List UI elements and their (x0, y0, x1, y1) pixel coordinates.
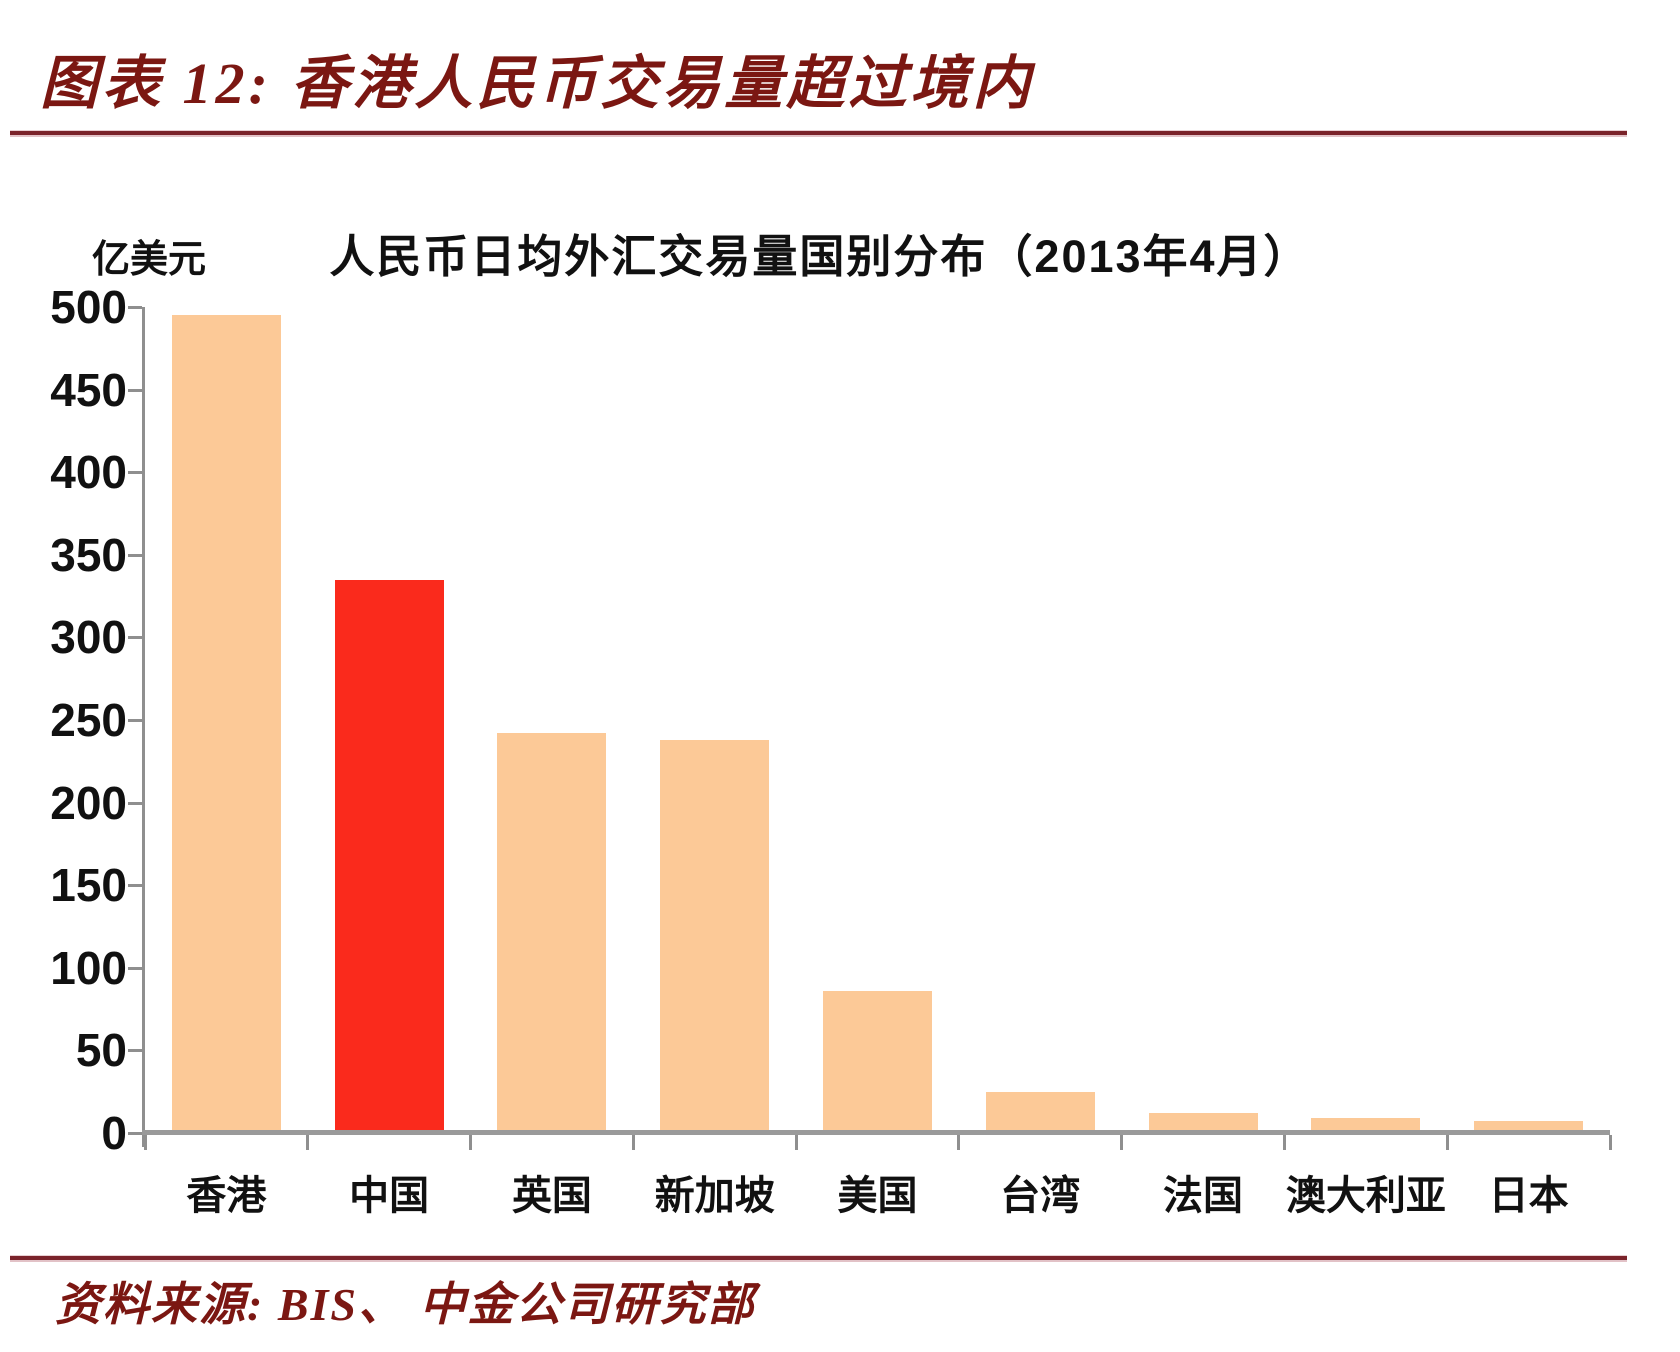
x-category-label: 香港 (186, 1174, 267, 1218)
y-tick-label: 250 (50, 694, 127, 746)
bar-台湾 (985, 1091, 1095, 1133)
y-tick-label: 150 (50, 859, 127, 912)
y-tick-mark (128, 801, 142, 805)
y-tick-label: 100 (50, 941, 127, 994)
y-tick-mark (128, 553, 142, 557)
y-tick-label: 350 (50, 528, 127, 581)
bar-中国 (334, 579, 444, 1133)
y-axis-line (142, 307, 145, 1147)
x-tick-mark (1608, 1135, 1612, 1150)
bar-美国 (823, 990, 932, 1133)
y-tick-mark (128, 1049, 142, 1053)
y-tick-label: 450 (50, 363, 127, 416)
bar-英国 (497, 733, 607, 1133)
x-tick-mark (631, 1135, 635, 1150)
x-category-label: 新加坡 (654, 1174, 775, 1218)
y-tick-mark (128, 636, 142, 640)
x-tick-mark (1445, 1135, 1449, 1150)
x-category-label: 台湾 (1000, 1174, 1081, 1218)
x-category-label: 日本 (1488, 1174, 1569, 1218)
bar-法国 (1148, 1113, 1258, 1133)
source-divider-line (10, 1256, 1627, 1260)
x-tick-mark (1120, 1135, 1124, 1150)
y-axis-unit-label: 亿美元 (92, 239, 207, 281)
x-category-label: 中国 (349, 1174, 430, 1218)
x-tick-mark (306, 1135, 310, 1150)
x-category-label: 美国 (837, 1174, 918, 1218)
y-tick-mark (128, 884, 142, 888)
x-tick-mark (1282, 1135, 1286, 1150)
x-tick-mark (469, 1135, 473, 1150)
x-category-label: 澳大利亚 (1285, 1174, 1446, 1218)
y-tick-mark (128, 1132, 142, 1135)
x-tick-mark (957, 1135, 961, 1150)
y-tick-mark (128, 719, 142, 722)
x-tick-mark (794, 1135, 798, 1150)
figure-title: 图表 12: 香港人民币交易量超过境内 (40, 51, 1035, 116)
bar-新加坡 (660, 739, 770, 1133)
y-tick-mark (128, 388, 142, 392)
bar-香港 (171, 315, 281, 1133)
y-tick-mark (128, 471, 142, 475)
chart-title: 人民币日均外汇交易量国别分布（2013年4月） (329, 231, 1311, 282)
y-tick-label: 200 (50, 776, 127, 829)
x-axis-line (142, 1130, 1610, 1135)
y-tick-label: 500 (50, 281, 127, 333)
bar-澳大利亚 (1311, 1118, 1421, 1133)
bar-日本 (1474, 1121, 1584, 1133)
y-tick-mark (128, 306, 142, 309)
source-text: 资料来源: BIS、 中金公司研究部 (55, 1279, 756, 1330)
y-tick-label: 50 (75, 1024, 127, 1077)
bar-chart-plot-area: 500 450 400 350 300 250 200 150 100 50 0 香港 中国 英国 新加坡… (50, 281, 1612, 1218)
y-tick-label: 400 (50, 446, 127, 499)
y-tick-label: 0 (101, 1107, 127, 1159)
x-category-label: 英国 (511, 1174, 592, 1218)
y-tick-mark (128, 966, 142, 970)
title-underline (10, 131, 1627, 135)
y-tick-label: 300 (50, 611, 127, 664)
x-category-label: 法国 (1163, 1174, 1244, 1218)
x-tick-mark (143, 1135, 147, 1150)
